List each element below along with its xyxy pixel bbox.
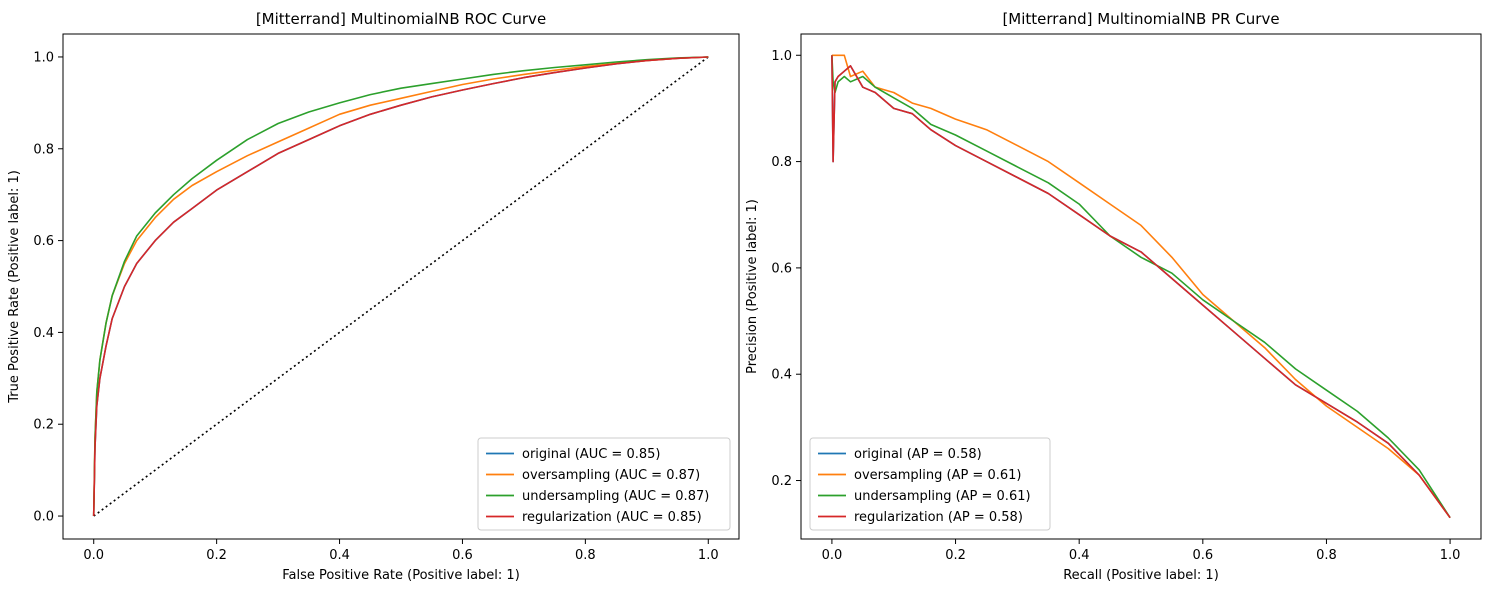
series-line — [831, 55, 1451, 519]
y-tick-label: 0.4 — [771, 368, 792, 383]
x-axis-label: Recall (Positive label: 1) — [1063, 568, 1219, 583]
roc-chart: [Mitterrand] MultinomialNB ROC Curve 0.0 0… — [7, 10, 740, 583]
x-tick-label: 1.0 — [698, 548, 719, 563]
legend-label: undersampling (AUC = 0.87) — [522, 489, 709, 504]
legend-label: oversampling (AP = 0.61) — [854, 468, 1021, 483]
series-line — [92, 56, 709, 517]
x-tick-label: 0.4 — [329, 548, 350, 563]
legend: original (AUC = 0.85) oversampling (AUC =… — [477, 437, 731, 531]
legend-label: oversampling (AUC = 0.87) — [522, 468, 700, 483]
legend-label: undersampling (AP = 0.61) — [854, 489, 1031, 504]
series-line — [92, 56, 709, 517]
y-tick-label: 0.8 — [33, 142, 54, 157]
y-tick-label: 0.4 — [33, 326, 54, 341]
y-tick-label: 0.6 — [771, 261, 792, 276]
series-line — [831, 55, 1451, 519]
y-tick-label: 0.8 — [771, 155, 792, 170]
legend-box — [809, 437, 1051, 531]
x-tick-label: 0.8 — [575, 548, 596, 563]
y-tick-label: 1.0 — [771, 49, 792, 64]
legend-label: original (AUC = 0.85) — [522, 447, 660, 462]
x-tick-label: 0.2 — [206, 548, 227, 563]
plot-title: [Mitterrand] MultinomialNB PR Curve — [1002, 10, 1279, 28]
y-tick-label: 1.0 — [33, 50, 54, 65]
legend-label: regularization (AUC = 0.85) — [522, 510, 702, 525]
y-tick-label: 0.2 — [33, 418, 54, 433]
legend: original (AP = 0.58) oversampling (AP = 0… — [809, 437, 1051, 531]
x-tick-label: 0.0 — [83, 548, 104, 563]
x-tick-label: 0.8 — [1316, 548, 1337, 563]
x-axis-label: False Positive Rate (Positive label: 1) — [282, 568, 520, 583]
y-tick-label: 0.6 — [33, 234, 54, 249]
pr-chart: [Mitterrand] MultinomialNB PR Curve 0.0 0.… — [745, 10, 1482, 583]
plot-frame — [62, 33, 740, 540]
x-tick-label: 1.0 — [1440, 548, 1461, 563]
x-tick-label: 0.6 — [452, 548, 473, 563]
x-tick-label: 0.2 — [945, 548, 966, 563]
legend-box — [477, 437, 731, 531]
y-axis-label: Precision (Positive label: 1) — [745, 199, 760, 374]
x-tick-label: 0.4 — [1069, 548, 1090, 563]
plot-title: [Mitterrand] MultinomialNB ROC Curve — [256, 10, 546, 28]
y-tick-label: 0.0 — [33, 510, 54, 525]
y-tick-label: 0.2 — [771, 474, 792, 489]
legend-label: regularization (AP = 0.58) — [854, 510, 1023, 525]
plot-frame — [800, 33, 1482, 540]
legend-label: original (AP = 0.58) — [854, 447, 982, 462]
x-tick-label: 0.0 — [822, 548, 843, 563]
series-line — [831, 54, 1451, 519]
y-axis-label: True Positive Rate (Positive label: 1) — [7, 170, 22, 404]
x-tick-label: 0.6 — [1192, 548, 1213, 563]
